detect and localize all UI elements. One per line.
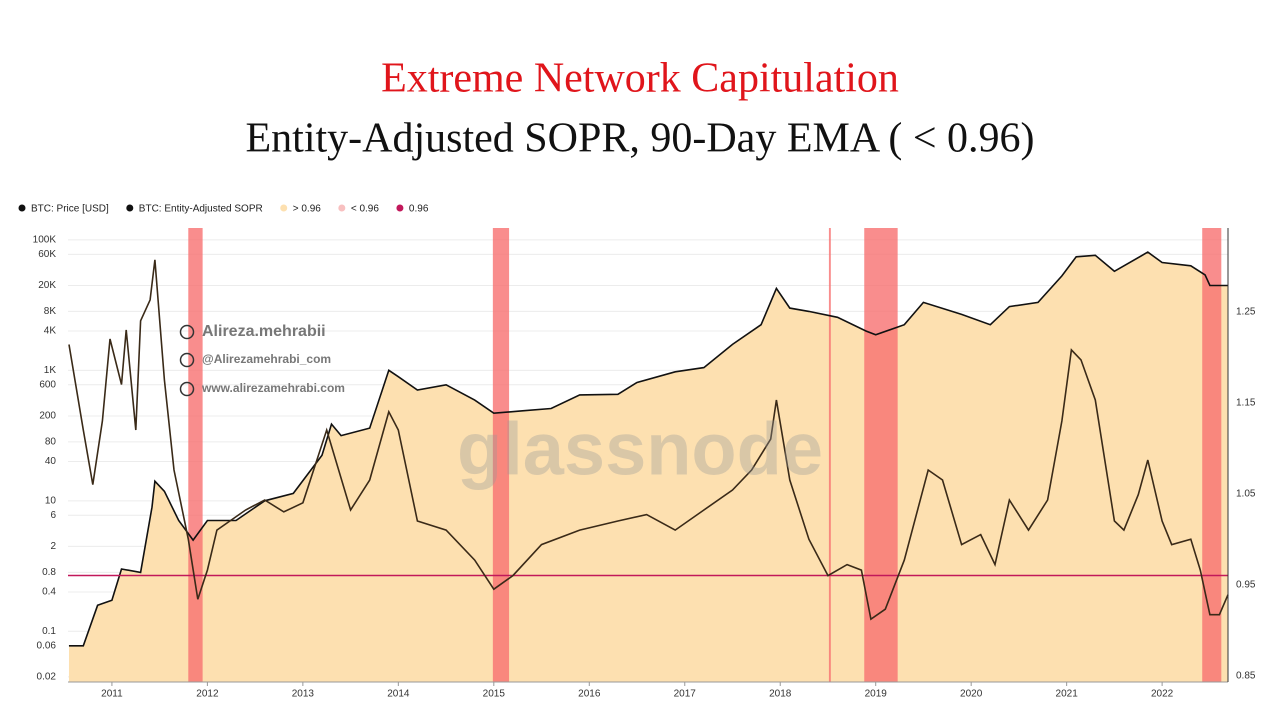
legend-swatch bbox=[18, 204, 26, 212]
legend-swatch bbox=[338, 204, 346, 212]
price-line bbox=[69, 251, 1228, 647]
x-tick-label: 2012 bbox=[196, 689, 219, 700]
y-tick-label: 4K bbox=[44, 326, 57, 337]
legend-swatch bbox=[126, 204, 134, 212]
x-tick-label: 2015 bbox=[483, 689, 506, 700]
x-tick-label: 2011 bbox=[101, 689, 123, 700]
watermark: @Alirezamehrabi_com bbox=[202, 352, 331, 366]
y-tick-label: 80 bbox=[45, 437, 57, 448]
sopr-line bbox=[68, 259, 1229, 621]
y-tick-label: 20K bbox=[38, 280, 56, 291]
y-tick-label: 0.02 bbox=[37, 672, 57, 683]
x-tick-label: 2016 bbox=[578, 689, 601, 700]
capitulation-band bbox=[188, 228, 203, 682]
y-tick-label: 0.1 bbox=[42, 626, 56, 637]
x-tick-label: 2018 bbox=[769, 689, 792, 700]
watermark: www.alirezamehrabi.com bbox=[201, 381, 345, 395]
capitulation-band bbox=[492, 228, 510, 682]
capitulation-band bbox=[828, 228, 831, 682]
y-tick-label: 2 bbox=[50, 541, 56, 552]
watermark-icon bbox=[179, 324, 195, 340]
legend-label: BTC: Entity-Adjusted SOPR bbox=[139, 204, 263, 215]
y-tick-label: 0.06 bbox=[37, 640, 57, 651]
legend-swatch bbox=[396, 204, 404, 212]
watermark-icon bbox=[179, 381, 195, 397]
y2-tick-label: 1.15 bbox=[1236, 397, 1256, 408]
y2-tick-label: 0.85 bbox=[1236, 670, 1256, 681]
y-tick-label: 8K bbox=[44, 306, 57, 317]
y-tick-label: 200 bbox=[39, 411, 56, 422]
x-tick-label: 2020 bbox=[960, 689, 983, 700]
y-tick-label: 0.8 bbox=[42, 567, 56, 578]
x-tick-label: 2019 bbox=[865, 689, 888, 700]
x-tick-label: 2013 bbox=[292, 689, 315, 700]
chart-subtitle: Entity-Adjusted SOPR, 90-Day EMA ( < 0.9… bbox=[246, 116, 1035, 162]
y2-tick-label: 1.25 bbox=[1236, 306, 1256, 317]
y-tick-label: 100K bbox=[33, 235, 57, 246]
watermark-icon bbox=[179, 352, 195, 368]
capitulation-band bbox=[1202, 228, 1222, 682]
x-tick-label: 2022 bbox=[1151, 689, 1174, 700]
watermark: Alireza.mehrabii bbox=[202, 323, 326, 340]
y-tick-label: 600 bbox=[39, 379, 56, 390]
legend-label: 0.96 bbox=[409, 204, 429, 215]
x-tick-label: 2014 bbox=[387, 689, 410, 700]
y-tick-label: 10 bbox=[45, 495, 57, 506]
legend-swatch bbox=[280, 204, 288, 212]
y-tick-label: 1K bbox=[44, 365, 57, 376]
y-tick-label: 40 bbox=[45, 456, 57, 467]
y-tick-label: 60K bbox=[38, 249, 56, 260]
y-tick-label: 6 bbox=[50, 510, 56, 521]
x-tick-label: 2021 bbox=[1056, 689, 1079, 700]
legend-label: BTC: Price [USD] bbox=[31, 204, 109, 215]
watermark: glassnode bbox=[457, 408, 823, 491]
y-tick-label: 0.4 bbox=[42, 587, 56, 598]
capitulation-band bbox=[864, 228, 898, 682]
y2-tick-label: 1.05 bbox=[1236, 488, 1256, 499]
x-tick-label: 2017 bbox=[674, 689, 697, 700]
chart-title: Extreme Network Capitulation bbox=[381, 56, 899, 102]
legend-label: < 0.96 bbox=[351, 204, 380, 215]
price-area bbox=[68, 252, 1229, 682]
y2-tick-label: 0.95 bbox=[1236, 579, 1256, 590]
legend-label: > 0.96 bbox=[293, 204, 322, 215]
